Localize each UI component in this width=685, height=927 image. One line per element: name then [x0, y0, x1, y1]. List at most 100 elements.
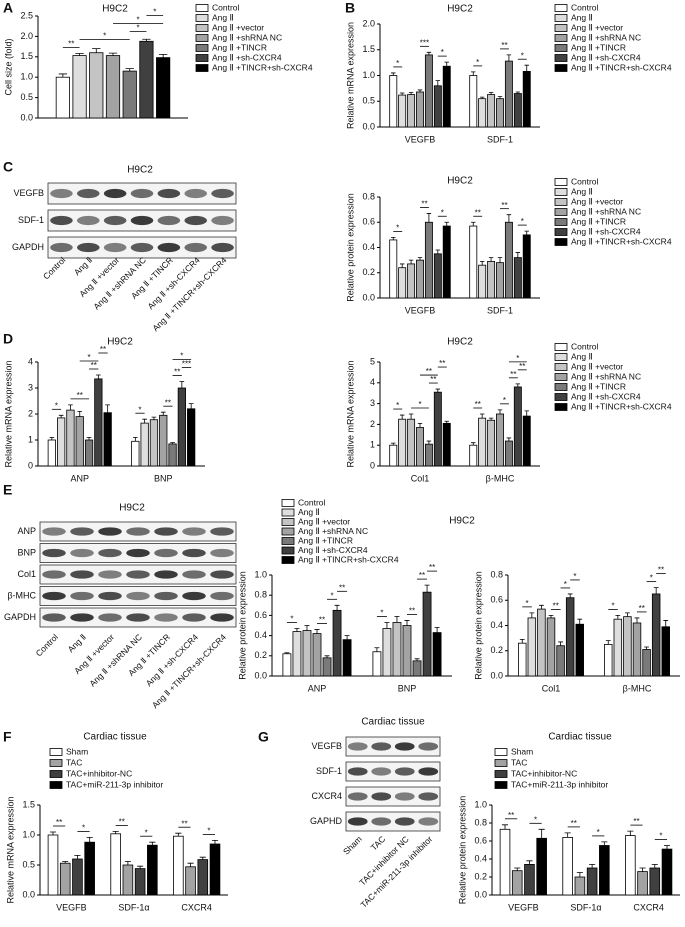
bar: [407, 263, 416, 299]
significance-label: **: [475, 400, 481, 409]
x-tick-label: SDF-1α: [118, 902, 149, 912]
bar: [209, 843, 221, 896]
error-bar: [506, 437, 512, 442]
bar: [131, 440, 140, 467]
bar: [292, 631, 302, 677]
legend-label: TAC+inhibitor-NC: [66, 768, 132, 778]
legend-label: TAC: [511, 757, 527, 767]
blot-band: [157, 188, 181, 199]
significance-label: **: [409, 607, 415, 616]
blot-band: [418, 817, 439, 826]
x-tick-label: β-MHC: [486, 473, 515, 483]
y-tick-label: 0.8: [490, 569, 503, 579]
blot-band: [184, 242, 207, 253]
blot-band: [182, 591, 206, 601]
y-axis-label: Relative mRNA expression: [5, 796, 15, 903]
bar: [469, 225, 478, 299]
error-bar: [75, 53, 84, 56]
significance-label: *: [521, 51, 524, 60]
significance-label: *: [87, 353, 90, 362]
blot-row-label: ANP: [17, 526, 36, 536]
blot-band: [371, 817, 392, 826]
error-bar: [151, 416, 157, 420]
legend-swatch: [554, 353, 568, 361]
y-tick-label: 0.0: [490, 670, 503, 680]
significance-label: **: [165, 398, 171, 407]
bar: [398, 94, 407, 128]
error-bar: [601, 841, 608, 846]
y-axis-label: Relative protein expression: [473, 571, 483, 680]
error-bar: [506, 54, 512, 62]
x-tick-label: CXCR4: [181, 902, 212, 912]
significance-label: *: [516, 354, 519, 363]
x-tick-label: VEGFB: [405, 134, 436, 144]
significance-label: **: [91, 361, 97, 370]
error-bar: [105, 404, 110, 413]
blot-band: [42, 591, 66, 601]
blot-band: [70, 570, 94, 579]
y-axis-label: Relative protein expression: [237, 571, 247, 680]
blot-band: [154, 570, 178, 579]
y-tick-label: 1.0: [474, 799, 487, 809]
y-tick-label: 2: [370, 419, 375, 429]
significance-label: **: [639, 604, 645, 613]
chart-title: H9C2: [447, 176, 473, 187]
bar: [57, 417, 66, 467]
y-tick-label: 0: [28, 460, 33, 470]
error-bar: [605, 640, 611, 645]
error-bar: [108, 52, 118, 56]
y-tick-label: 3: [28, 382, 33, 392]
significance-label: **: [553, 602, 559, 611]
legend-label: Control: [298, 497, 326, 507]
error-bar: [497, 96, 503, 99]
significance-label: ***: [420, 38, 429, 47]
significance-label: **: [419, 571, 425, 580]
significance-label: *: [380, 609, 383, 618]
significance-label: **: [475, 208, 481, 217]
x-tick-label: Col1: [542, 683, 561, 693]
error-bar: [644, 646, 649, 650]
error-bar: [324, 655, 330, 658]
error-bar: [634, 617, 640, 623]
legend-label: Ang Ⅱ +TINCR+sh-CXCR4: [571, 401, 672, 411]
bar: [424, 443, 433, 467]
y-tick-label: 1: [370, 440, 375, 450]
significance-label: ***: [182, 360, 191, 369]
bar: [110, 833, 121, 896]
bar: [372, 651, 382, 677]
legend-swatch: [281, 537, 295, 545]
blot-band: [70, 548, 94, 558]
legend-swatch: [195, 24, 209, 32]
legend-label: Ang Ⅱ +vector: [571, 361, 623, 371]
error-bar: [519, 638, 525, 644]
y-tick-label: 1: [28, 434, 33, 444]
error-bar: [391, 237, 396, 240]
bar: [416, 427, 424, 467]
blot-band: [210, 591, 234, 601]
bar: [398, 267, 407, 299]
significance-label: *: [207, 827, 210, 836]
blot-band: [50, 188, 73, 199]
blot-band: [394, 742, 415, 751]
significance-label: **: [421, 200, 427, 209]
bar: [407, 94, 416, 128]
error-bar: [479, 260, 485, 266]
bar: [389, 239, 398, 299]
blot-band: [210, 570, 234, 579]
significance-label: *: [659, 832, 662, 841]
error-bar: [149, 841, 156, 846]
bar: [613, 618, 623, 677]
bar: [66, 409, 75, 467]
bar: [469, 444, 478, 467]
legend-label: Ang Ⅱ +TINCR: [571, 42, 626, 52]
y-tick-label: 0.8: [362, 191, 375, 201]
error-bar: [391, 72, 396, 76]
legend-label: Ang Ⅱ +vector: [298, 516, 350, 526]
error-bar: [488, 417, 494, 421]
significance-label: **: [571, 819, 577, 828]
y-tick-label: 0.0: [362, 292, 375, 302]
bar: [407, 418, 416, 467]
panel-label: F: [3, 729, 12, 745]
blot-row-label: Col1: [17, 569, 36, 579]
legend-label: Ang Ⅱ +shRNA NC: [298, 526, 368, 536]
